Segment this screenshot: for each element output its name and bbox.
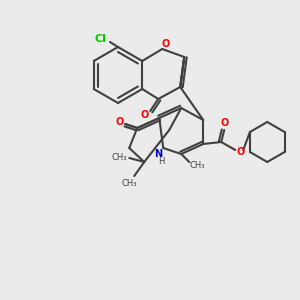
Text: O: O: [161, 39, 170, 49]
Text: O: O: [115, 117, 123, 127]
Text: H: H: [158, 157, 164, 166]
Text: N: N: [154, 149, 162, 159]
Text: O: O: [140, 110, 148, 120]
Text: CH₃: CH₃: [190, 160, 205, 169]
Text: O: O: [236, 147, 244, 157]
Text: Cl: Cl: [94, 34, 106, 44]
Text: O: O: [220, 118, 228, 128]
Text: CH₃: CH₃: [112, 154, 127, 163]
Text: CH₃: CH₃: [122, 179, 137, 188]
